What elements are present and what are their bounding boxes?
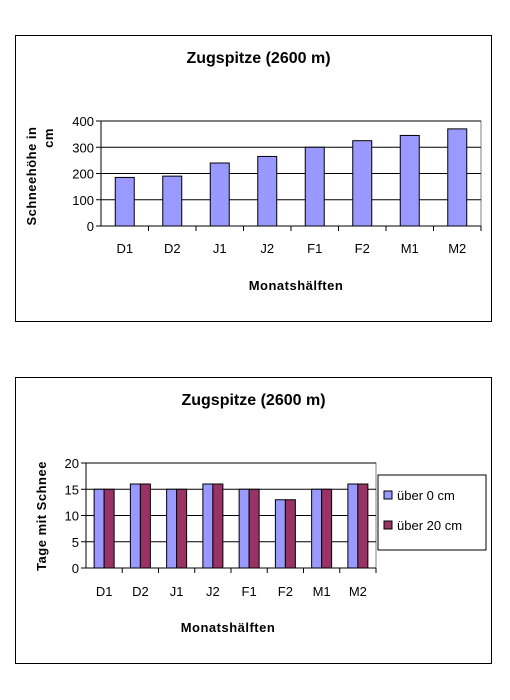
y-tick-label: 0 xyxy=(87,219,94,234)
y-tick-label: 5 xyxy=(72,535,79,550)
bar-series-d1 xyxy=(114,176,135,227)
bar-über-0-cm-m2 xyxy=(347,483,359,569)
y-tick-label: 300 xyxy=(72,140,94,155)
bar-series-j1 xyxy=(209,162,230,227)
x-tick-label: D2 xyxy=(132,584,149,599)
y-axis-label-line1: Schneehöhe in xyxy=(24,127,39,226)
y-tick-label: 0 xyxy=(72,561,79,576)
bar-über-0-cm-f1 xyxy=(238,488,250,569)
x-tick-label: D2 xyxy=(164,241,181,256)
bar-series-m1 xyxy=(399,134,420,227)
y-tick-label: 15 xyxy=(65,482,79,497)
chart-title: Zugspitze (2600 m) xyxy=(186,50,330,67)
bar-über-0-cm-d1 xyxy=(93,488,105,569)
y-tick-label: 20 xyxy=(65,456,79,471)
y-axis-label-line2: cm xyxy=(41,128,56,148)
legend-box xyxy=(377,474,487,551)
bar-series-f1 xyxy=(304,146,325,227)
x-tick-label: J2 xyxy=(260,241,274,256)
bar-über-20-cm-f1 xyxy=(248,488,260,569)
x-axis-label: Monatshälften xyxy=(249,278,344,293)
x-tick-label: D1 xyxy=(96,584,113,599)
y-axis-label: Tage mit Schnee xyxy=(34,461,49,571)
legend-label-1: über 0 cm xyxy=(397,488,455,503)
bar-über-20-cm-f2 xyxy=(284,499,296,569)
x-tick-label: M1 xyxy=(313,584,331,599)
bar-über-20-cm-d2 xyxy=(139,483,151,569)
x-tick-label: M1 xyxy=(401,241,419,256)
y-tick-label: 200 xyxy=(72,167,94,182)
bar-series-d2 xyxy=(162,175,183,227)
chart-snow-days: Zugspitze (2600 m) 0 5 10 15 20 D1 D2 J1 J2 F1 F2 M1… xyxy=(15,377,492,664)
chart-snow-depth: Zugspitze (2600 m) 0 100 200 300 400 D1 D2 J1 J2 F… xyxy=(15,35,492,322)
bar-über-20-cm-m2 xyxy=(357,483,369,569)
chart-title: Zugspitze (2600 m) xyxy=(181,392,325,409)
x-axis-label: Monatshälften xyxy=(181,620,276,635)
y-tick-label: 100 xyxy=(72,193,94,208)
bar-über-0-cm-f2 xyxy=(274,499,286,569)
chart-snow-days-svg: Zugspitze (2600 m) 0 5 10 15 20 D1 D2 J1 J2 F1 F2 M1… xyxy=(34,392,487,635)
bar-series-f2 xyxy=(352,140,373,227)
x-tick-label: F1 xyxy=(242,584,257,599)
bar-series-j2 xyxy=(257,155,278,227)
x-tick-label: J1 xyxy=(213,241,227,256)
bar-über-0-cm-j2 xyxy=(202,483,214,569)
x-tick-label: F1 xyxy=(307,241,322,256)
legend-label-2: über 20 cm xyxy=(397,518,462,533)
x-tick-label: J1 xyxy=(170,584,184,599)
bar-über-20-cm-j1 xyxy=(176,488,188,569)
x-tick-label: J2 xyxy=(206,584,220,599)
x-tick-label: D1 xyxy=(116,241,133,256)
bar-über-0-cm-d2 xyxy=(129,483,141,569)
bar-über-0-cm-m1 xyxy=(311,488,323,569)
bar-series-m2 xyxy=(447,128,468,227)
bar-über-20-cm-j2 xyxy=(212,483,224,569)
x-tick-label: M2 xyxy=(349,584,367,599)
legend-swatch-1 xyxy=(383,490,393,500)
y-tick-label: 400 xyxy=(72,114,94,129)
legend-swatch-2 xyxy=(383,520,393,530)
bar-über-20-cm-d1 xyxy=(103,488,115,569)
y-tick-label: 10 xyxy=(65,509,79,524)
x-tick-label: F2 xyxy=(278,584,293,599)
x-tick-label: F2 xyxy=(355,241,370,256)
chart-snow-depth-svg: Zugspitze (2600 m) 0 100 200 300 400 D1 D2 J1 J2 F… xyxy=(24,50,482,293)
bar-über-0-cm-j1 xyxy=(166,488,178,569)
x-tick-label: M2 xyxy=(448,241,466,256)
bar-über-20-cm-m1 xyxy=(321,488,333,569)
